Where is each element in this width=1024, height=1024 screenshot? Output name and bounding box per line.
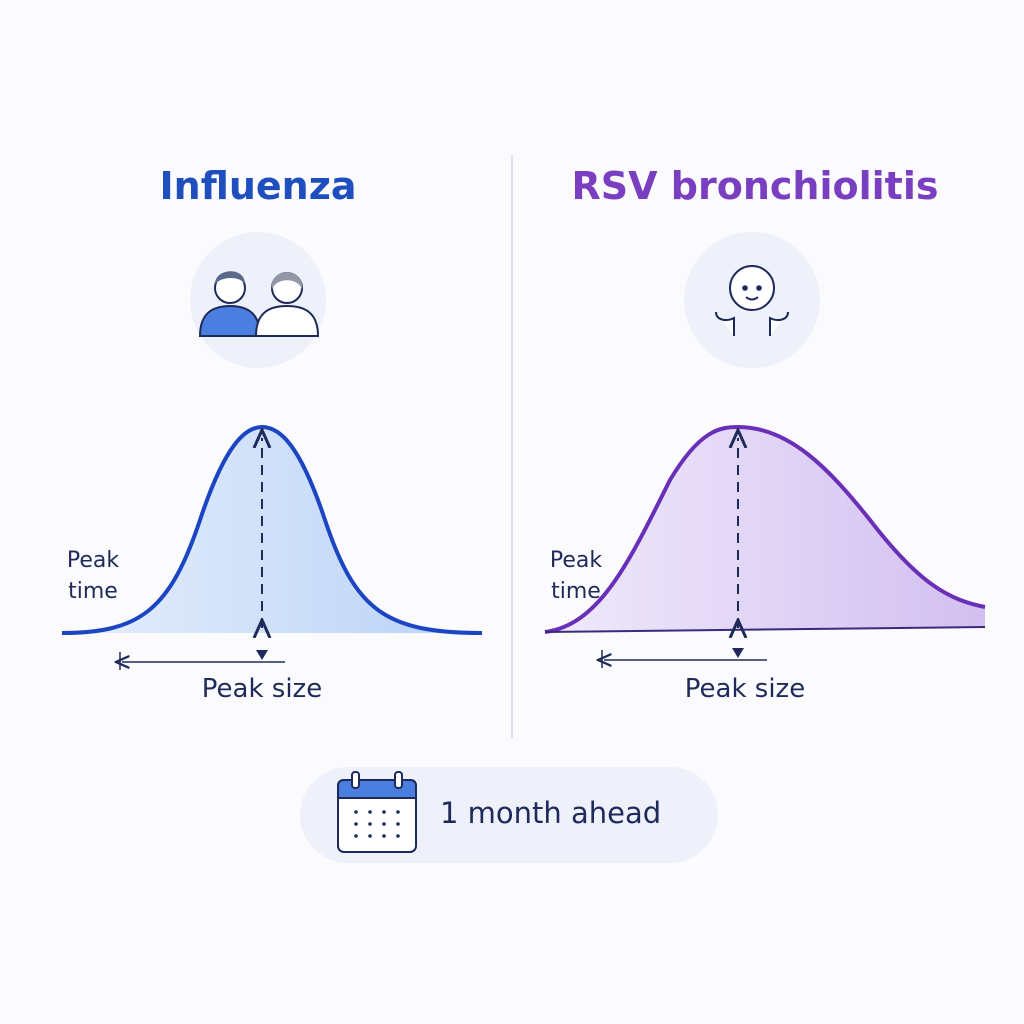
- baby-icon: [684, 232, 820, 368]
- influenza-curve: [61, 424, 483, 670]
- adults-icon: [190, 232, 326, 368]
- footer-label: 1 month ahead: [440, 796, 662, 830]
- rsv-curve: [544, 424, 986, 668]
- left-peak-size: Peak size: [201, 674, 323, 704]
- right-title: RSV bronchiolitis: [571, 164, 939, 208]
- right-peak-size: Peak size: [684, 674, 806, 704]
- left-peak-time: Peak time: [66, 548, 120, 604]
- right-peak-time: Peak time: [549, 548, 603, 604]
- footer-badge: [300, 767, 718, 863]
- left-title: Influenza: [159, 164, 357, 208]
